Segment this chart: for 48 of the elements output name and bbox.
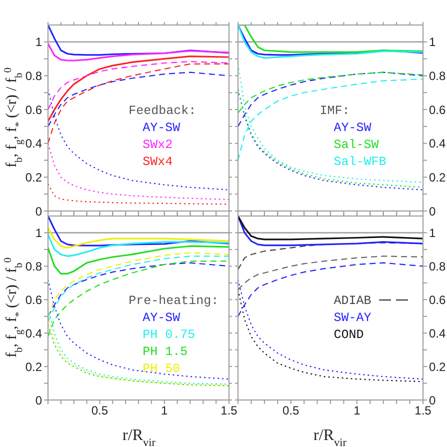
y-tick-label: 0.2 [25,170,42,184]
text: Sal-SW [334,138,379,152]
text: PH 0.75 [142,328,196,342]
x-tick-label: 0.5 [91,404,108,418]
y-tick-label: 0.4 [429,326,446,340]
y-tick-label: 0.2 [429,360,446,374]
y-tick-label: 1 [429,226,436,240]
y-tick-label: 0 [35,204,42,218]
text: AY-SW [334,120,372,135]
x-tick-label: 1.5 [414,404,432,418]
text: SWx2 [142,138,173,152]
y-tick-label: 0 [429,204,436,218]
y-tick-label: 0 [35,393,42,408]
legend-title: IMF: [320,102,351,120]
y-tick-label: 0.6 [429,102,446,117]
x-axis-title: r/R$_{vir}$ [314,427,347,447]
text: AY-SW [142,310,180,325]
text: COND [334,328,364,342]
y-tick-label: 1 [429,35,436,50]
legend-title: Feedback: [128,102,196,120]
y-tick-label: 0.6 [429,292,446,307]
x-tick-label: 1.5 [220,404,238,418]
y-tick-label: 1 [35,35,42,50]
x-tick-label: 1 [161,404,168,418]
text: AY-SW [142,120,180,135]
text: SWx4 [142,154,173,169]
legend-label: ADIAB [334,294,372,308]
text: SW-AY [334,310,372,325]
legend-title: Pre-heating: [128,292,219,310]
y-tick-label: 0.8 [25,68,42,83]
x-tick-label: 1 [354,404,361,418]
y-tick-label: 0.4 [25,326,42,340]
y-tick-label: 0.4 [429,136,446,151]
y-tick-label: 0.8 [429,68,446,83]
y-tick-label: 0.6 [25,292,42,307]
y-tick-label: 0.2 [25,360,42,374]
y-tick-label: 0.4 [25,136,42,151]
y-tick-label: 0.8 [429,259,446,274]
x-axis-title: r/R$_{vir}$ [122,427,156,447]
y-tick-label: 0 [429,393,436,408]
text: PH 1.5 [142,344,188,359]
text: PH 50 [142,362,180,376]
y-tick-label: 0.2 [429,170,446,184]
y-tick-label: 0.8 [25,259,42,274]
text: Sal-WFB [334,154,386,169]
y-tick-label: 0.6 [25,102,42,117]
y-tick-label: 1 [35,226,42,240]
x-tick-label: 0.5 [282,404,300,418]
